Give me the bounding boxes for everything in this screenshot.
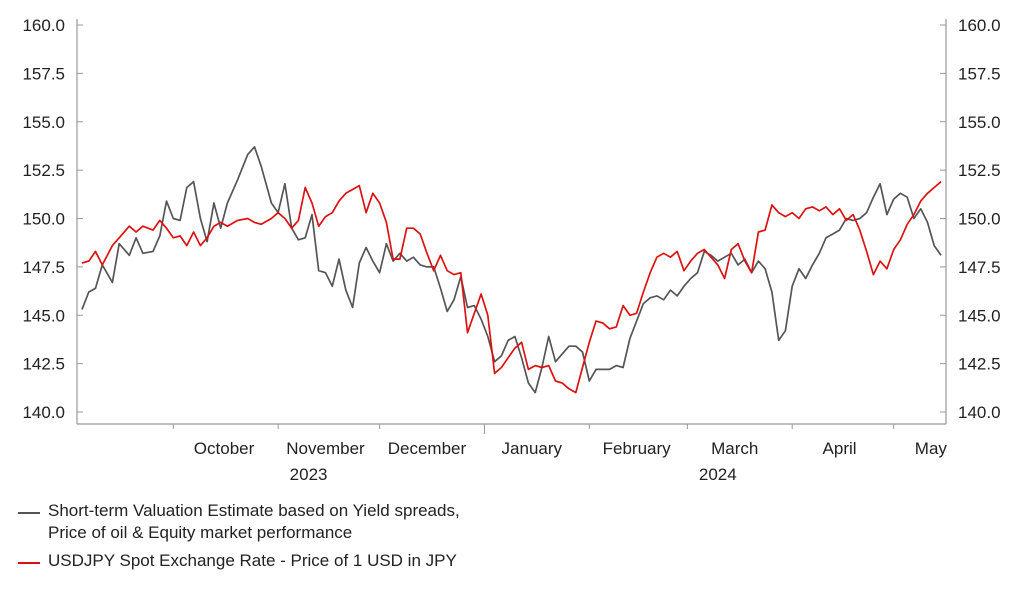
month-label: December: [388, 439, 467, 458]
right-tick-label: 145.0: [958, 306, 1001, 325]
left-tick-label: 145.0: [22, 306, 65, 325]
left-tick-label: 155.0: [22, 113, 65, 132]
month-label: May: [915, 439, 948, 458]
month-label: February: [603, 439, 672, 458]
month-label: October: [194, 439, 255, 458]
right-y-axis: 140.0 142.5 145.0 147.5 150.0 152.5 155.0 157.5…: [940, 16, 1001, 424]
left-tick-label: 160.0: [22, 16, 65, 35]
right-tick-label: 142.5: [958, 355, 1001, 374]
legend-item-usdjpy: USDJPY Spot Exchange Rate - Price of 1 U…: [18, 550, 460, 572]
legend-swatch-valuation: [18, 512, 40, 514]
right-tick-label: 150.0: [958, 210, 1001, 229]
left-tick-label: 147.5: [22, 258, 65, 277]
right-tick-label: 152.5: [958, 161, 1001, 180]
year-label: 2024: [699, 465, 737, 484]
right-tick-label: 140.0: [958, 403, 1001, 422]
right-tick-label: 147.5: [958, 258, 1001, 277]
legend-swatch-usdjpy: [18, 562, 40, 564]
left-tick-label: 157.5: [22, 64, 65, 83]
left-tick-label: 140.0: [22, 403, 65, 422]
month-label: November: [286, 439, 365, 458]
legend-item-valuation: Short-term Valuation Estimate based on Y…: [18, 500, 460, 544]
left-tick-label: 142.5: [22, 355, 65, 374]
month-label: January: [502, 439, 563, 458]
legend-label-valuation: Short-term Valuation Estimate based on Y…: [48, 501, 460, 542]
right-tick-label: 160.0: [958, 16, 1001, 35]
legend-label-usdjpy: USDJPY Spot Exchange Rate - Price of 1 U…: [48, 551, 457, 570]
left-tick-label: 152.5: [22, 161, 65, 180]
left-tick-label: 150.0: [22, 210, 65, 229]
year-label: 2023: [290, 465, 328, 484]
month-label: April: [823, 439, 857, 458]
left-y-axis: 140.0 142.5 145.0 147.5 150.0 152.5 155.0 157.5…: [22, 16, 83, 424]
right-tick-label: 157.5: [958, 64, 1001, 83]
x-axis: October November December January February Ma…: [77, 423, 948, 484]
month-label: March: [711, 439, 758, 458]
series-line-valuation: [81, 146, 942, 394]
series-line-usdjpy: [81, 181, 942, 394]
series-layer: [81, 146, 942, 394]
legend: Short-term Valuation Estimate based on Y…: [18, 500, 460, 578]
right-tick-label: 155.0: [958, 113, 1001, 132]
